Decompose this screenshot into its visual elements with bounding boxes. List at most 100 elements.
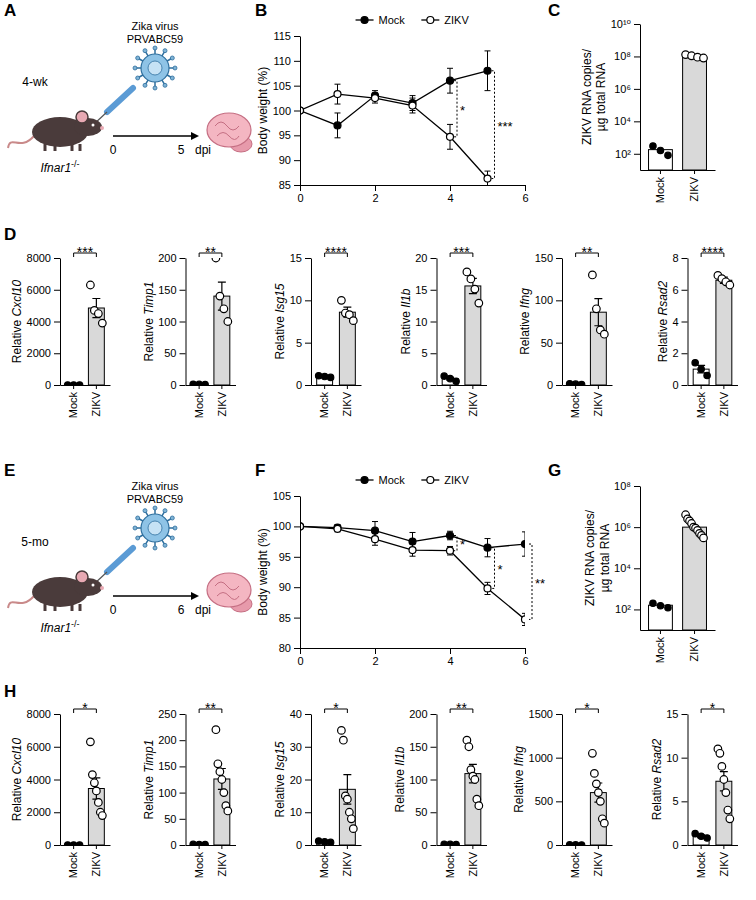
tick: Mock [569, 385, 581, 418]
plot-area [300, 522, 525, 626]
timeline-arrowhead [191, 592, 199, 600]
data-point [484, 175, 491, 182]
tick-label: 2 [672, 347, 678, 359]
virus-spike-head [136, 516, 140, 520]
mouse-eye [92, 584, 95, 587]
tick-label: 0 [672, 379, 678, 391]
tick: 105 [273, 490, 300, 502]
data-point [724, 806, 732, 814]
virus-spike-head [136, 76, 140, 80]
error-bar [697, 365, 705, 372]
error-bar [485, 51, 491, 91]
tick-label: 15 [666, 708, 678, 720]
x-axis: Mock ZIKV [688, 845, 738, 878]
tick: 90 [279, 154, 300, 166]
tick: 0 [297, 185, 303, 204]
y-axis: 10²10⁴10⁶10⁸10¹⁰ [611, 18, 641, 170]
significance-label: ** [456, 700, 467, 716]
tick-mark [294, 135, 300, 136]
tick-label: 100 [158, 316, 176, 328]
data-point [595, 789, 603, 797]
tick-mark [431, 714, 437, 715]
tick: Mock [695, 845, 707, 878]
axis-title-part: Cxcl10 [10, 737, 24, 774]
schematic: Zika virusPRVABC595-moIfnar1-/-06dpi [8, 480, 252, 635]
tick-mark [701, 385, 702, 389]
axis-title: Relative Rsad2 [650, 738, 664, 820]
tick: 200 [158, 734, 185, 746]
data-point [350, 317, 358, 325]
tick: 50 [541, 337, 562, 349]
data-point [87, 738, 95, 746]
data-point [597, 798, 605, 806]
tick: 10² [615, 603, 640, 615]
significance-label: ** [205, 244, 216, 260]
virus-spike-head [143, 509, 147, 513]
tick: 100 [535, 294, 562, 306]
tick: 150 [158, 760, 185, 772]
tick: 1000 [529, 752, 562, 764]
tick-label: Mock [654, 637, 666, 664]
tick-label: Mock [193, 392, 205, 419]
axis-line [60, 259, 61, 386]
tick-label: 10 [666, 752, 678, 764]
x-axis: MockZIKV [437, 385, 487, 418]
data-point [593, 780, 601, 788]
timeline-end: 6 [178, 603, 185, 617]
data-point [334, 525, 341, 532]
error-bar [447, 546, 453, 555]
data-point [475, 802, 483, 810]
data-point [471, 776, 479, 784]
tick-mark [54, 290, 60, 291]
legend-item: ZIKV [421, 14, 469, 26]
significance-label: * [82, 700, 88, 716]
tick: ZIKV [467, 845, 479, 876]
x-axis: MockZIKV [312, 845, 362, 878]
data-point [471, 285, 479, 293]
tick-label: Mock [695, 852, 707, 879]
axis-title-part: Relative [512, 766, 526, 813]
data-point [657, 147, 663, 153]
tick-label: 200 [158, 734, 176, 746]
axis-title-part: Relative [393, 766, 407, 813]
plot-area [315, 297, 357, 385]
significance-label: * [584, 700, 590, 716]
tick: ZIKV [718, 845, 730, 876]
tick: 5 [296, 337, 311, 349]
axis-title: Body weight (%) [256, 528, 270, 615]
virus-spike-head [153, 46, 157, 50]
tick-label: Mock [444, 392, 456, 419]
timeline-unit: dpi [195, 603, 211, 617]
plot-area [566, 750, 608, 846]
axis-title: Relative Il1b [399, 288, 413, 354]
axis-title-part: Rsad2 [650, 738, 664, 773]
tick-label: 150 [158, 284, 176, 296]
tick-mark [96, 845, 97, 849]
virus-spike-head [133, 526, 137, 530]
data-point [726, 815, 734, 823]
tick-label: 0 [672, 839, 678, 851]
axis-line [437, 259, 438, 386]
data-point [327, 839, 333, 845]
virus-spike-head [153, 86, 157, 90]
data-point [484, 585, 491, 592]
tick-mark [682, 714, 688, 715]
tick-mark [575, 845, 576, 849]
tick-label: 100 [409, 774, 427, 786]
legend-marker [427, 477, 434, 484]
tick-mark [180, 845, 186, 846]
tick-mark [305, 747, 311, 748]
timeline [113, 595, 191, 597]
tick-mark [472, 385, 473, 389]
data-point [220, 789, 228, 797]
data-point [327, 374, 333, 380]
virus-body [141, 514, 169, 542]
axis-line [562, 259, 563, 386]
tick: Mock [654, 170, 666, 203]
tick-label: 0 [421, 839, 427, 851]
tick-mark [431, 845, 437, 846]
tick-mark [450, 385, 451, 389]
legend-item: Mock [356, 14, 406, 26]
legend-label: ZIKV [444, 474, 469, 486]
x-axis: MockZIKV [563, 385, 613, 418]
